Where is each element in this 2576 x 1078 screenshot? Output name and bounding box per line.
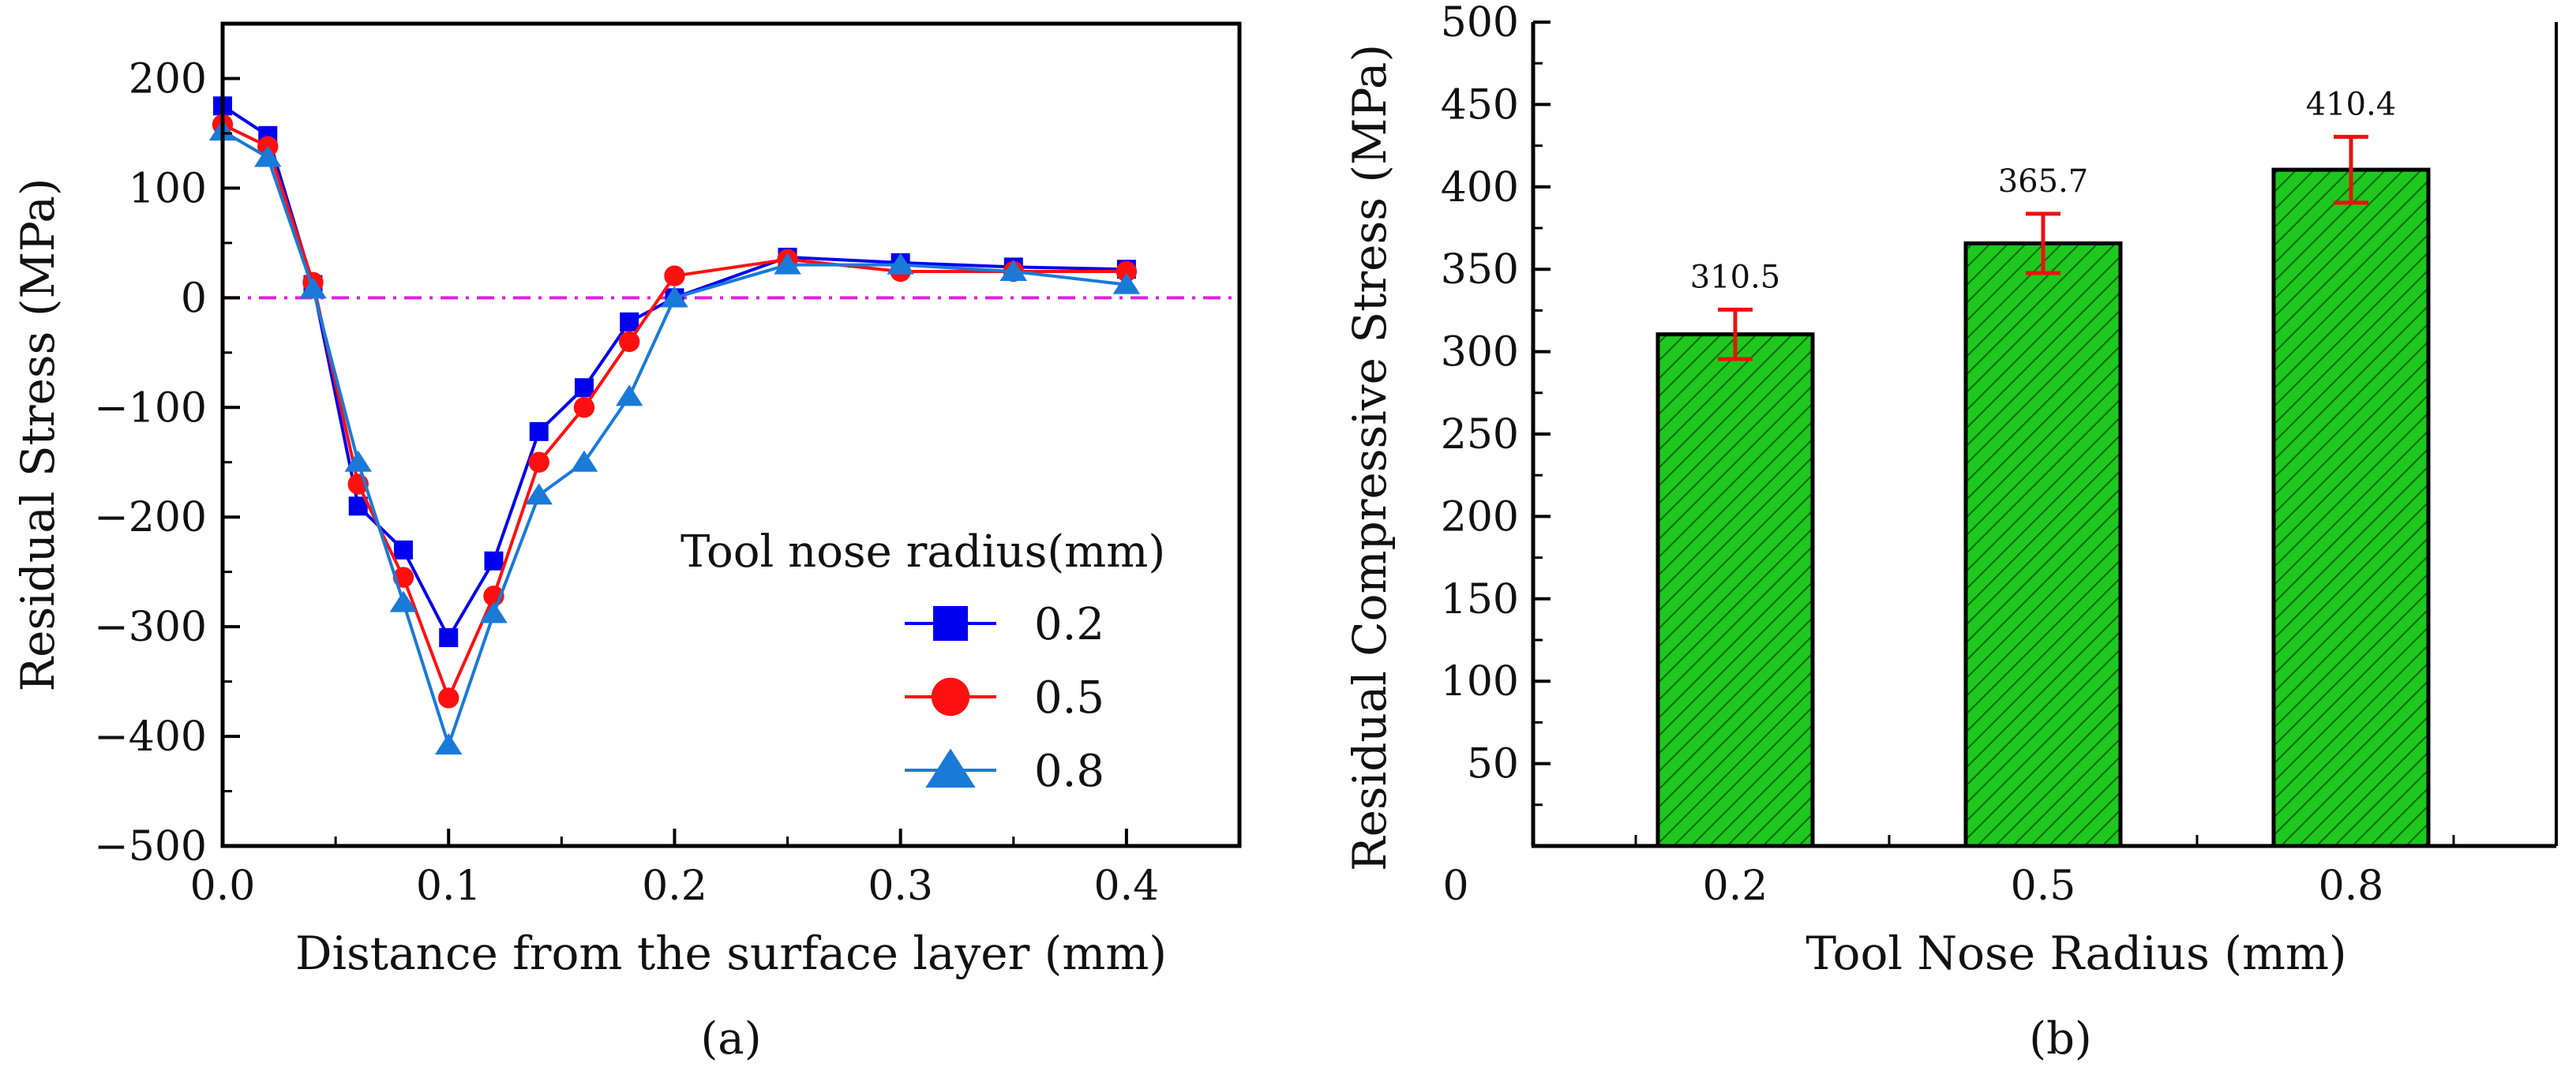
bar <box>1963 241 2123 848</box>
y-tick-label: 0 <box>181 275 207 322</box>
panel-label: (b) <box>2029 1013 2092 1065</box>
legend-marker <box>931 677 970 717</box>
data-label: 410.4 <box>2306 86 2397 122</box>
data-point <box>253 145 282 167</box>
y-tick-label: −500 <box>94 823 207 870</box>
x-axis-label: Distance from the surface layer (mm) <box>295 926 1167 980</box>
data-point <box>1112 272 1141 294</box>
bar-group: 410.4 <box>2271 86 2431 848</box>
data-point <box>619 331 640 353</box>
y-tick-label: 450 <box>1441 81 1519 129</box>
data-point <box>528 451 549 473</box>
x-tick-label: 0.4 <box>1094 863 1160 910</box>
data-point <box>573 397 595 418</box>
series-circle <box>212 114 1138 709</box>
data-point <box>570 450 598 472</box>
legend-marker <box>925 748 976 788</box>
y-tick-label: −200 <box>94 494 207 541</box>
data-point <box>299 277 327 299</box>
y-axis-label: Residual Stress (MPa) <box>11 178 65 691</box>
x-axis-label: Tool Nose Radius (mm) <box>1805 926 2346 980</box>
bar-group: 310.5 <box>1655 259 1815 848</box>
y-tick-label: −100 <box>94 384 207 432</box>
data-point <box>1116 260 1138 283</box>
x-tick-label: 0.2 <box>1703 863 1768 910</box>
data-point <box>615 384 643 406</box>
x-tick-label: 0.0 <box>190 863 256 910</box>
y-tick-label: 400 <box>1441 164 1519 211</box>
series-triangle <box>208 119 1141 755</box>
data-point <box>393 540 413 560</box>
data-point <box>344 450 372 472</box>
x-tick-label: 0.3 <box>868 863 933 910</box>
data-point <box>438 687 459 709</box>
data-point <box>525 483 553 505</box>
data-point <box>389 590 418 612</box>
x-tick-label: 0.8 <box>2319 863 2384 910</box>
panel-label: (a) <box>700 1013 761 1065</box>
y-tick-label: 200 <box>1441 493 1519 541</box>
data-point <box>529 421 549 441</box>
x-tick-label: 0.2 <box>642 863 707 910</box>
data-point <box>484 551 504 571</box>
y-tick-label: −300 <box>94 604 207 651</box>
bar <box>1655 332 1815 848</box>
y-tick-label: 300 <box>1441 329 1519 376</box>
bar-group: 365.7 <box>1963 163 2123 848</box>
origin-label: 0 <box>1442 863 1468 910</box>
plot-frame <box>220 21 1242 848</box>
y-tick-label: 100 <box>129 165 207 212</box>
y-axis-label: Residual Compressive Stress (MPa) <box>1343 44 1397 871</box>
line-chart-panel: −500 −400 −300 −200 −100 0 100 200 0.0 0.1 0.2 0.3 0… <box>11 21 1242 1065</box>
data-point <box>664 265 685 286</box>
x-tick-label: 0.5 <box>2011 863 2076 910</box>
bar-chart-panel: 310.5 365.7 410.4 50 100 150 200 250 300 350 400 4… <box>1343 0 2558 1065</box>
data-label: 365.7 <box>1998 163 2089 200</box>
y-tick-label: 350 <box>1441 246 1519 294</box>
legend-label: 0.8 <box>1034 746 1104 797</box>
legend: Tool nose radius(mm) 0.2 0.5 0.8 <box>681 526 1165 797</box>
series-line <box>221 129 1127 750</box>
data-point <box>574 378 594 398</box>
data-point <box>434 733 463 755</box>
data-point <box>620 312 639 331</box>
y-tick-label: 500 <box>1441 0 1519 47</box>
data-point <box>774 253 801 275</box>
y-tick-label: 200 <box>129 55 207 103</box>
data-label: 310.5 <box>1690 259 1781 295</box>
y-tick-label: 100 <box>1441 658 1519 706</box>
x-tick-label: 0.1 <box>416 863 482 910</box>
y-tick-label: 250 <box>1441 411 1519 459</box>
series-line <box>222 123 1127 702</box>
data-point <box>887 253 914 275</box>
y-tick-label: 150 <box>1441 576 1519 623</box>
y-tick-label: −400 <box>94 713 207 761</box>
legend-marker <box>933 606 968 641</box>
legend-label: 0.5 <box>1034 672 1104 724</box>
data-point <box>661 286 688 308</box>
legend-title: Tool nose radius(mm) <box>681 526 1165 578</box>
data-point <box>999 259 1028 281</box>
y-tick-label: 50 <box>1467 741 1519 788</box>
data-point <box>439 628 459 648</box>
data-point <box>480 601 508 623</box>
legend-label: 0.2 <box>1034 599 1104 650</box>
bar <box>2271 167 2431 848</box>
